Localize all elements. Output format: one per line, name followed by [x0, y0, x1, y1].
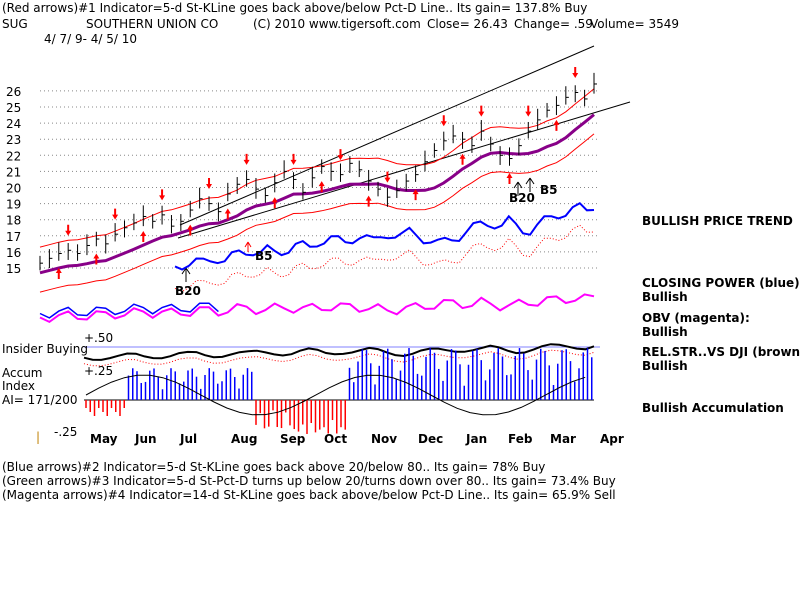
price-trend-label: BULLISH PRICE TREND: [642, 214, 793, 228]
black-up-arrow: [513, 181, 523, 196]
obv-line: [39, 293, 595, 324]
y-tick-label: 21: [6, 165, 21, 179]
relstr-value: Bullish: [642, 359, 688, 373]
minus25-label: -.25: [54, 425, 78, 439]
month-label: Jul: [179, 432, 197, 446]
symbol: SUG: [2, 17, 28, 31]
red-down-arrow: [206, 178, 213, 190]
red-down-arrow: [525, 105, 532, 117]
red-down-arrow: [243, 153, 250, 165]
y-tick-label: 18: [6, 214, 21, 228]
insider-buying-label: Insider Buying: [2, 342, 88, 356]
month-label: Aug: [231, 432, 257, 446]
obv-label: OBV (magenta):: [642, 311, 750, 325]
red-up-arrow: [271, 197, 278, 209]
red-down-arrow: [159, 189, 166, 201]
obv-value: Bullish: [642, 325, 688, 339]
y-tick-label: 17: [6, 230, 21, 244]
red-down-arrow: [290, 153, 297, 165]
plus50-label: +.50: [84, 331, 114, 345]
upper-trendline: [179, 45, 595, 226]
month-label: Jan: [465, 432, 487, 446]
red-down-arrow: [478, 105, 485, 117]
y-tick-label: 23: [6, 133, 21, 147]
red-up-arrow: [365, 195, 372, 207]
relstr-line: [83, 343, 595, 361]
copyright: (C) 2010 www.tigersoft.com: [253, 17, 421, 31]
closing-power-value: Bullish: [642, 290, 688, 304]
footer-magenta-arrows-line: (Magenta arrows)#4 Indicator=14-d St-KLi…: [2, 488, 616, 502]
b5-annotation-left: B5: [255, 249, 273, 263]
red-up-arrow: [318, 181, 325, 193]
month-label: Apr: [600, 432, 624, 446]
lower-band-line: [39, 133, 595, 293]
month-label: Jun: [134, 432, 157, 446]
month-label: Oct: [324, 432, 347, 446]
red-down-arrow: [384, 171, 391, 183]
relstr-ma-line: [83, 349, 595, 367]
month-label: Dec: [418, 432, 443, 446]
date-range: 4/ 7/ 9- 4/ 5/ 10: [44, 32, 138, 46]
closing-power-early-line: [39, 302, 219, 319]
month-label: Sep: [280, 432, 306, 446]
y-tick-label: 15: [6, 262, 21, 276]
red-up-arrow: [140, 231, 147, 243]
tick-marker: |: [36, 430, 41, 444]
y-tick-label: 19: [6, 198, 21, 212]
red-up-arrow: [187, 224, 194, 236]
plus25-label: +.25: [84, 364, 114, 378]
red-up-arrow: [93, 253, 100, 265]
y-tick-label: 25: [6, 101, 21, 115]
closing-power-label: CLOSING POWER (blue):: [642, 276, 800, 290]
y-tick-label: 26: [6, 85, 21, 99]
red-up-arrow: [553, 119, 560, 131]
accum-ma-line: [85, 374, 586, 416]
index-label: Index: [2, 379, 36, 393]
relstr-label: REL.STR..VS DJI (brown):: [642, 345, 800, 359]
month-label: Nov: [371, 432, 397, 446]
red-up-arrow: [224, 208, 231, 220]
red-up-arrow: [459, 153, 466, 165]
y-tick-label: 24: [6, 117, 21, 131]
month-label: May: [90, 432, 118, 446]
accum-label: Accum: [2, 366, 43, 380]
closing-power-ma-line: [174, 224, 595, 293]
red-down-arrow: [337, 149, 344, 161]
b5-annotation-right: B5: [540, 183, 558, 197]
red-thin-up-arrow: [244, 241, 252, 252]
moving-average-line: [39, 113, 595, 275]
b20-annotation-right: B20: [509, 191, 535, 205]
black-up-arrow: [181, 267, 191, 282]
red-up-arrow: [55, 268, 62, 280]
red-up-arrow: [506, 173, 513, 185]
y-tick-label: 22: [6, 149, 21, 163]
ai-value: AI= 171/200: [2, 393, 78, 407]
y-tick-label: 20: [6, 182, 21, 196]
footer-green-arrows-line: (Green arrows)#3 Indicator=5-d St-Pct-D …: [2, 474, 616, 488]
accumulation-label: Bullish Accumulation: [642, 401, 784, 415]
footer-blue-arrows-line: (Blue arrows)#2 Indicator=5-d St-KLine g…: [2, 460, 546, 474]
red-down-arrow: [65, 224, 72, 236]
month-label: Feb: [508, 432, 533, 446]
y-tick-label: 16: [6, 246, 21, 260]
close-value: Close= 26.43: [427, 17, 508, 31]
header-red-arrows-line: (Red arrows)#1 Indicator=5-d St-KLine go…: [2, 1, 588, 15]
upper-band-line: [39, 88, 595, 248]
black-up-arrow: [525, 177, 535, 192]
red-down-arrow: [572, 66, 579, 78]
red-up-arrow: [412, 189, 419, 201]
red-down-arrow: [112, 208, 119, 220]
change-value: Change= .59: [514, 17, 593, 31]
company-name: SOUTHERN UNION CO: [86, 17, 219, 31]
red-down-arrow: [440, 115, 447, 127]
volume-value: Volume= 3549: [590, 17, 680, 31]
b20-annotation-left: B20: [175, 284, 201, 298]
month-label: Mar: [550, 432, 576, 446]
closing-power-line: [174, 201, 595, 271]
